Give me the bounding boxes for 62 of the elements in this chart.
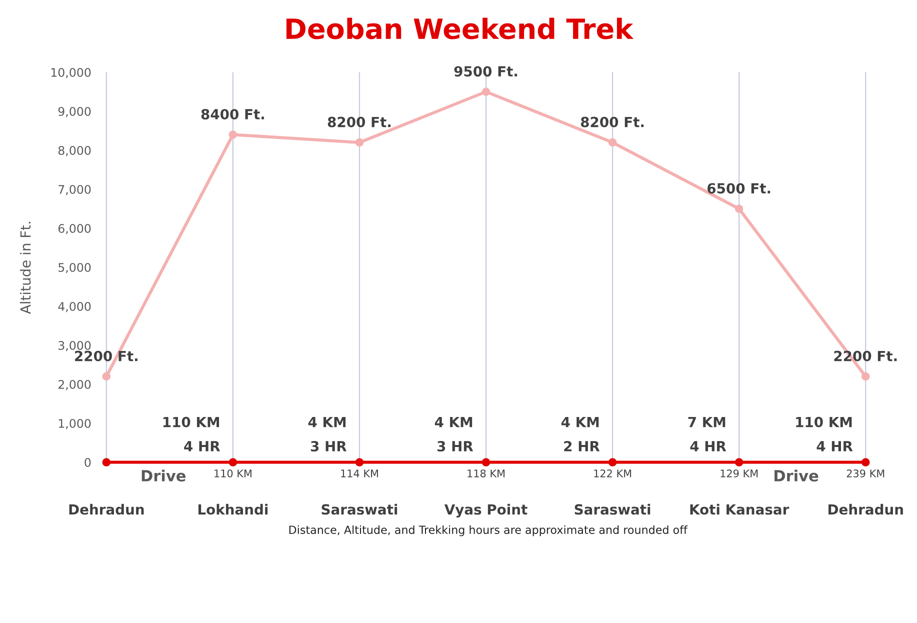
y-tick-label: 2,000	[58, 380, 91, 390]
text: Drive	[774, 470, 818, 482]
text: 110 KM	[214, 469, 252, 478]
point	[608, 138, 617, 147]
y-tick-label: 9,000	[58, 106, 91, 118]
annotation: 3 HR	[437, 440, 474, 452]
annotation: 2 HR	[564, 440, 600, 452]
text: Drive	[142, 470, 186, 482]
x-tick-label: Vyas Point	[444, 504, 528, 518]
x-tick-label: Saraswati	[574, 504, 650, 515]
y-tick-label: 5,000	[58, 262, 91, 274]
text: 122 KM	[594, 469, 632, 478]
text: 129 KM	[720, 469, 758, 478]
annotation: 7 KM	[688, 416, 726, 428]
text: Distance, Altitude, and Trekking hours are approximate and rounded off	[289, 525, 688, 536]
point	[228, 458, 238, 466]
annotation: 4 HR	[690, 441, 726, 452]
point	[482, 458, 490, 466]
data-label: 2200 Ft.	[75, 350, 138, 362]
data-label: 8200 Ft.	[328, 116, 391, 128]
text: 114 KM	[341, 470, 378, 478]
point	[355, 138, 364, 147]
data-label: 2200 Ft.	[834, 350, 897, 362]
data-label: 8200 Ft.	[580, 116, 644, 128]
point	[482, 88, 490, 96]
annotation: 4 HR	[816, 441, 853, 452]
y-tick-label: 7,000	[58, 184, 91, 196]
x-tick-label: Saraswati	[322, 504, 398, 515]
annotation: 4 HR	[184, 441, 220, 452]
y-tick-label: 8,000	[58, 146, 91, 156]
x-tick-label: Lokhandi	[198, 504, 268, 515]
annotation: 110 KM	[163, 416, 220, 428]
y-tick-label: 4,000	[58, 302, 91, 312]
y-tick-label: 1,000	[58, 418, 91, 430]
data-label: 8400 Ft.	[201, 108, 264, 120]
annotation: 3 HR	[310, 440, 347, 452]
y-tick-label: 3,000	[58, 340, 91, 352]
point	[102, 458, 111, 466]
chart-title: Deoban Weekend Trek	[286, 18, 634, 40]
point	[355, 458, 364, 466]
point	[734, 458, 744, 466]
point	[861, 458, 870, 466]
x-tick-label: Dehradun	[828, 504, 903, 515]
data-label: 6500 Ft.	[707, 183, 770, 194]
point	[608, 458, 617, 466]
y-tick-label: 6,000	[58, 224, 91, 234]
annotation: 110 KM	[796, 416, 852, 428]
annotation: 4 KM	[434, 416, 472, 428]
point	[861, 372, 870, 381]
text: 118 KM	[468, 469, 504, 478]
data-label: 9500 Ft.	[454, 66, 518, 77]
y-tick-label: 0	[84, 458, 91, 467]
point	[228, 130, 238, 139]
annotation: 4 KM	[561, 416, 599, 428]
point	[734, 204, 744, 213]
annotation: 4 KM	[308, 416, 346, 428]
point	[102, 372, 111, 381]
y-tick-label: 10,000	[51, 68, 91, 78]
text: 239 KM	[846, 469, 884, 478]
x-tick-label: Koti Kanasar	[690, 504, 790, 515]
y-axis-title: Altitude in Ft.	[20, 222, 31, 314]
x-tick-label: Dehradun	[69, 504, 144, 515]
